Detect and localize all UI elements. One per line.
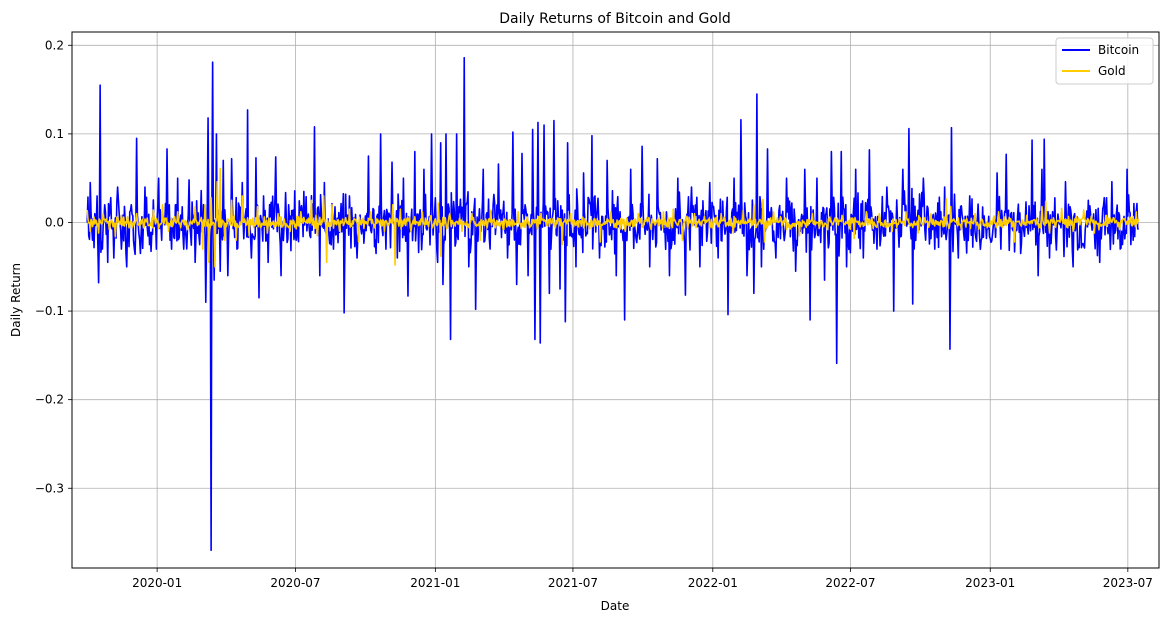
x-tick-label: 2020-07 <box>270 576 320 590</box>
x-axis: 2020-01 2020-07 2021-01 2021-07 2022-01 2022-… <box>132 568 1153 590</box>
y-tick-label: −0.1 <box>35 304 64 318</box>
series-line-bitcoin <box>86 56 1140 552</box>
y-tick-label: 0.0 <box>45 215 64 229</box>
series-line-gold <box>86 167 1140 268</box>
legend: Bitcoin Gold <box>1055 37 1154 85</box>
chart-title: Daily Returns of Bitcoin and Gold <box>499 11 730 27</box>
y-axis: 0.2 0.1 0.0 −0.1 −0.2 −0.3 <box>35 38 72 495</box>
x-tick-label: 2023-01 <box>965 576 1015 590</box>
x-tick-label: 2021-07 <box>548 576 598 590</box>
y-axis-label: Daily Return <box>9 263 23 337</box>
x-tick-label: 2021-01 <box>410 576 460 590</box>
legend-label-bitcoin: Bitcoin <box>1098 43 1139 57</box>
x-tick-label: 2022-01 <box>688 576 738 590</box>
x-tick-label: 2020-01 <box>132 576 182 590</box>
y-tick-label: −0.3 <box>35 481 64 495</box>
x-tick-label: 2022-07 <box>825 576 875 590</box>
y-tick-label: 0.2 <box>45 38 64 52</box>
series-layer <box>86 56 1140 552</box>
plot-frame <box>71 31 1160 569</box>
legend-label-gold: Gold <box>1098 64 1126 78</box>
y-tick-label: −0.2 <box>35 393 64 407</box>
x-axis-label: Date <box>601 599 630 613</box>
x-tick-label: 2023-07 <box>1103 576 1153 590</box>
y-tick-label: 0.1 <box>45 127 64 141</box>
